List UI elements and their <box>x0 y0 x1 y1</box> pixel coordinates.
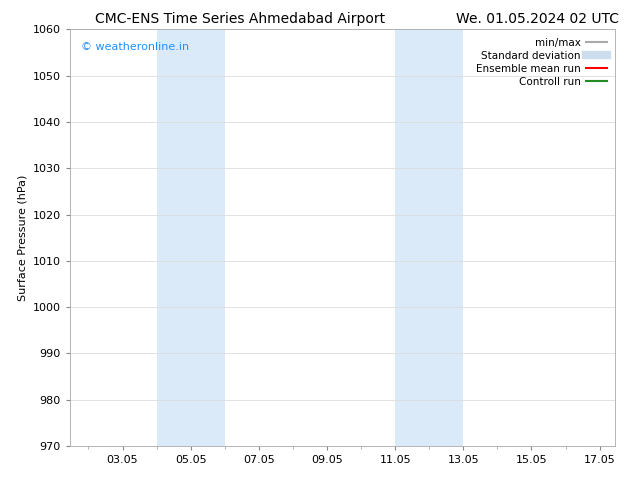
Text: We. 01.05.2024 02 UTC: We. 01.05.2024 02 UTC <box>456 12 619 26</box>
Bar <box>395 29 463 446</box>
Text: © weatheronline.in: © weatheronline.in <box>81 42 189 52</box>
Y-axis label: Surface Pressure (hPa): Surface Pressure (hPa) <box>17 174 27 301</box>
Bar <box>157 29 225 446</box>
Text: CMC-ENS Time Series Ahmedabad Airport: CMC-ENS Time Series Ahmedabad Airport <box>95 12 385 26</box>
Legend: min/max, Standard deviation, Ensemble mean run, Controll run: min/max, Standard deviation, Ensemble me… <box>473 35 610 90</box>
